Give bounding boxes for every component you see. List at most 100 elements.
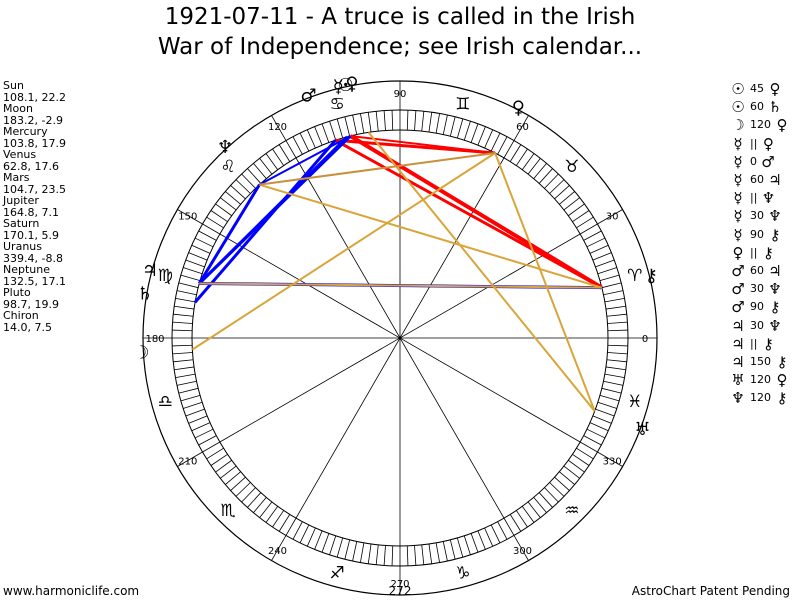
degree-tick: [456, 537, 464, 558]
degree-tick: [225, 191, 241, 205]
title-line-2: War of Independence; see Irish calendar.…: [157, 34, 643, 60]
degree-tick: [449, 116, 456, 137]
planet-values-chiron: 14.0, 7.5: [3, 320, 52, 334]
degree-tick: [521, 506, 535, 523]
aspect-row: ☿ 30 ♆: [730, 207, 790, 225]
degree-tick: [490, 524, 501, 544]
aspect-planet-b-glyph: ♆: [768, 207, 782, 226]
aspect-row: ♀ || ⚷: [730, 244, 790, 262]
aspect-value: 0: [750, 154, 757, 168]
chart-title: 1921-07-11 - A truce is called in the Ir…: [0, 2, 800, 62]
degree-tick: [176, 380, 197, 386]
degree-tick: [527, 501, 541, 518]
aspect-planet-b-glyph: ⚷: [769, 225, 781, 244]
degree-label-0: 0: [642, 334, 648, 345]
degree-tick: [210, 453, 228, 466]
aspect-value: 30: [750, 318, 764, 332]
degree-tick: [554, 476, 570, 491]
aspect-planet-a-glyph: ☿: [733, 171, 743, 190]
aspect-value: 60: [750, 100, 764, 114]
degree-tick: [406, 545, 409, 566]
degree-tick: [470, 533, 479, 553]
degree-tick: [194, 428, 214, 439]
jupiter-glyph-icon: ♃: [142, 260, 158, 281]
degree-tick: [599, 274, 620, 282]
degree-tick: [576, 216, 594, 229]
mercury-glyph-icon: ☿: [333, 76, 344, 97]
aspect-value: 45: [750, 82, 764, 96]
degree-tick: [253, 497, 267, 513]
degree-tick: [586, 428, 606, 439]
degree-tick: [595, 408, 615, 417]
outer-division-tick: [177, 451, 203, 467]
degree-tick: [503, 517, 515, 536]
aspect-line-mercury-neptune: [259, 135, 351, 186]
degree-tick: [497, 136, 508, 155]
leo-sign-icon: ♌: [221, 157, 236, 177]
aspect-planet-b-glyph: ♆: [768, 316, 782, 335]
aspect-planet-b-glyph: ♆: [761, 189, 776, 208]
planet-name-sun: Sun: [3, 79, 24, 92]
degree-tick: [336, 537, 344, 558]
degree-tick: [230, 185, 246, 200]
aspect-line-jupiter-chiron: [199, 282, 602, 289]
planet-values-moon: 183.2, -2.9: [3, 113, 63, 127]
degree-tick: [265, 153, 279, 170]
aspect-planet-a-glyph: ♅: [731, 371, 745, 390]
aspect-row: ♃ 150 ⚷: [730, 353, 790, 371]
aspect-value: ||: [750, 245, 758, 259]
pisces-sign-icon: ♓: [627, 392, 642, 412]
degree-tick: [484, 129, 494, 149]
aspect-value: ||: [750, 191, 758, 205]
aspect-planet-b-glyph: ♀: [769, 80, 781, 99]
degree-label-120: 120: [268, 122, 287, 133]
degree-tick: [592, 415, 612, 424]
degree-tick: [463, 121, 471, 141]
moon-glyph-icon: ☽: [133, 342, 149, 363]
degree-tick: [185, 408, 205, 417]
planet-values-mercury: 103.8, 17.9: [3, 136, 66, 150]
degree-tick: [375, 111, 379, 132]
bottom-degree-value: 272: [388, 584, 412, 598]
degree-tick: [599, 394, 620, 402]
degree-tick: [176, 290, 197, 296]
degree-tick: [360, 113, 365, 134]
degree-tick: [470, 123, 479, 143]
cancer-sign-icon: ♋: [329, 94, 344, 114]
degree-label-300: 300: [513, 546, 532, 557]
degree-label-150: 150: [178, 212, 197, 223]
aspect-planet-b-glyph: ⚷: [776, 389, 788, 408]
degree-tick: [198, 435, 217, 446]
degree-tick: [509, 514, 522, 532]
degree-tick: [172, 352, 193, 355]
degree-tick: [178, 282, 199, 289]
aspect-planet-a-glyph: ☿: [733, 189, 743, 208]
aspect-value: 30: [750, 209, 764, 223]
degree-tick: [554, 185, 570, 200]
aspect-row: ♅ 120 ♀: [730, 371, 790, 389]
degree-tick: [538, 168, 553, 184]
degree-tick: [563, 465, 580, 479]
planet-values-mars: 104.7, 23.5: [3, 182, 66, 196]
aspect-row: ♂ 90 ⚷: [730, 298, 790, 316]
aspect-value: ||: [750, 336, 758, 350]
degree-tick: [306, 129, 316, 149]
outer-division-tick: [597, 209, 623, 225]
aspect-planet-a-glyph: ☿: [733, 225, 743, 244]
degree-tick: [314, 530, 323, 550]
degree-tick: [202, 441, 221, 453]
degree-tick: [174, 366, 195, 371]
planet-values-jupiter: 164.8, 7.1: [3, 205, 59, 219]
planet-values-uranus: 339.4, -8.8: [3, 251, 63, 265]
aspect-line-sun-saturn: [193, 139, 337, 304]
planet-values-saturn: 170.1, 5.9: [3, 228, 59, 242]
degree-tick: [185, 259, 205, 268]
degree-tick: [605, 366, 626, 371]
degree-tick: [175, 373, 196, 378]
planet-position-list: Sun 108.1, 22.2 Moon 183.2, -2.9 Mercury 103.…: [3, 80, 66, 333]
aspect-row: ☿ 0 ♂: [730, 153, 790, 171]
degree-tick: [215, 459, 232, 473]
aspect-planet-b-glyph: ♀: [776, 116, 788, 135]
degree-tick: [198, 230, 217, 241]
aspect-planet-b-glyph: ♄: [768, 98, 782, 117]
